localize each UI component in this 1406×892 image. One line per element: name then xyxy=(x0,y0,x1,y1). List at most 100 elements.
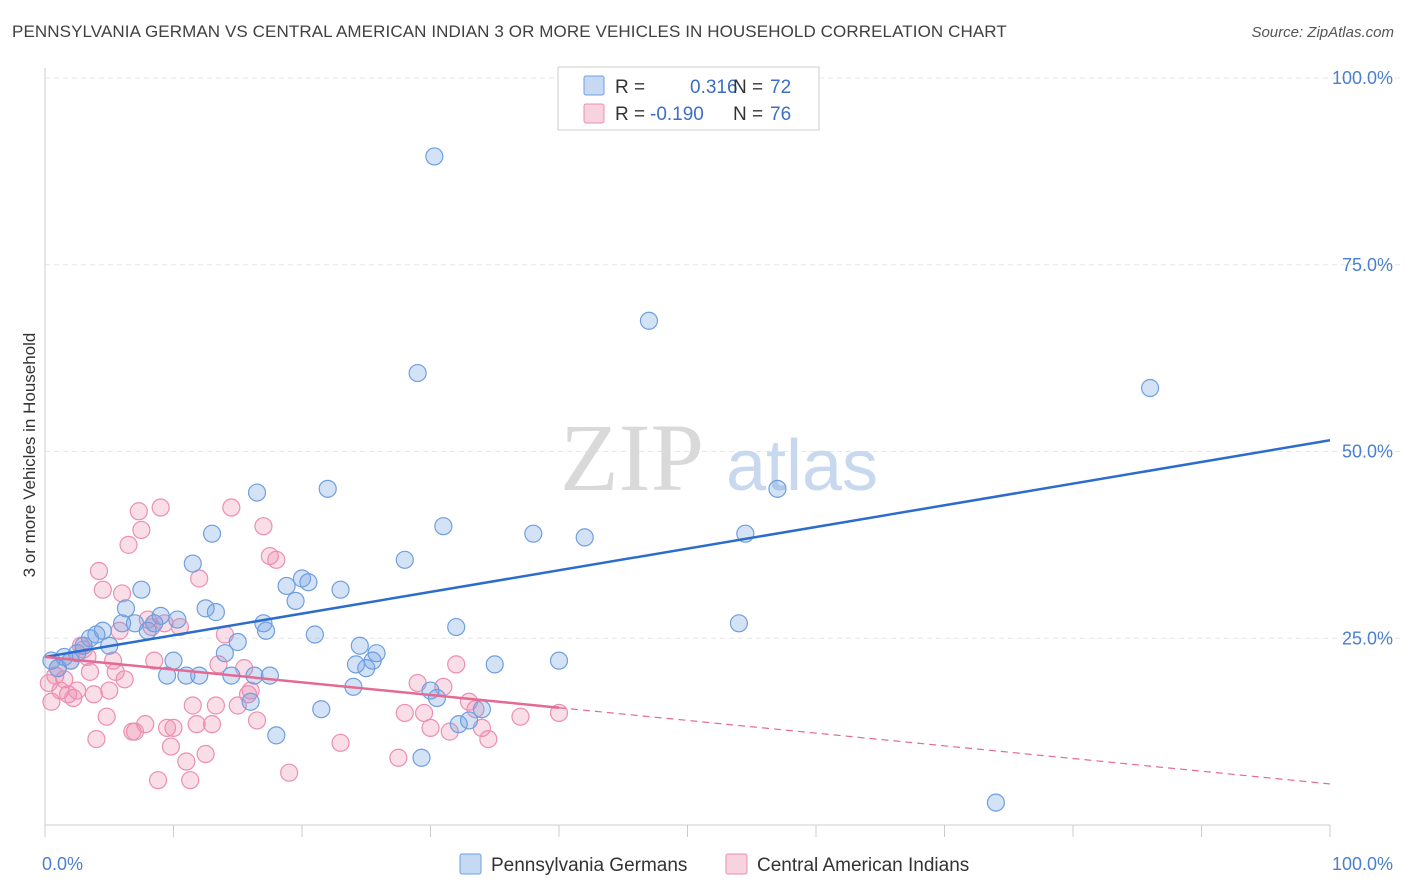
legend-swatch-blue xyxy=(583,75,605,96)
blue-point-43 xyxy=(331,580,350,599)
blue-point-55 xyxy=(427,688,447,708)
pink-point-42 xyxy=(181,771,200,790)
pink-point-63 xyxy=(395,703,414,723)
pink-point-46 xyxy=(196,744,215,764)
trend-line-0 xyxy=(44,439,1331,659)
pink-point-34 xyxy=(148,771,168,790)
blue-point-18 xyxy=(164,651,183,670)
pink-point-66 xyxy=(421,718,440,737)
blue-point-24 xyxy=(202,524,222,543)
pink-point-14 xyxy=(84,685,103,704)
blue-point-57 xyxy=(447,617,466,637)
pink-point-41 xyxy=(177,752,196,771)
pink-point-62 xyxy=(389,748,408,767)
legend-r-label-1: R = xyxy=(615,77,645,98)
legend-swatch-pink xyxy=(583,103,605,124)
blue-point-35 xyxy=(267,726,286,745)
blue-point-25 xyxy=(206,603,226,622)
y-tick-label-2: 75.0% xyxy=(1342,255,1393,275)
series-central-american-indians xyxy=(39,498,569,790)
series-legend-swatch-blue xyxy=(459,853,482,875)
pink-point-59 xyxy=(267,550,286,569)
pink-point-47 xyxy=(202,715,222,734)
legend-r-value-1: 0.316 xyxy=(690,77,738,98)
pink-point-74 xyxy=(511,707,530,726)
blue-point-59 xyxy=(459,711,479,730)
source-credit: Source: ZipAtlas.com xyxy=(1251,24,1394,41)
pink-point-35 xyxy=(151,498,170,517)
pink-point-56 xyxy=(247,711,267,730)
pink-point-23 xyxy=(112,584,132,603)
blue-point-58 xyxy=(449,715,468,734)
y-tick-label-3: 100.0% xyxy=(1332,68,1393,88)
blue-point-39 xyxy=(299,573,318,592)
blue-point-68 xyxy=(768,479,787,498)
blue-point-10 xyxy=(112,614,132,633)
blue-point-66 xyxy=(729,614,749,633)
y-tick-labels: 25.0% 50.0% 75.0% 100.0% xyxy=(1332,68,1393,648)
pink-point-73 xyxy=(479,729,498,749)
watermark: ZIP atlas xyxy=(560,404,878,511)
pink-point-44 xyxy=(187,715,206,734)
blue-point-62 xyxy=(524,524,543,543)
blue-point-50 xyxy=(395,550,414,569)
blue-point-65 xyxy=(639,311,659,330)
pink-point-16 xyxy=(89,561,109,581)
trend-line-1-solid xyxy=(44,655,560,709)
blue-point-63 xyxy=(549,651,569,670)
pink-point-28 xyxy=(129,502,148,521)
blue-point-70 xyxy=(986,793,1006,812)
pink-point-24 xyxy=(115,670,134,689)
blue-point-11 xyxy=(116,599,136,618)
blue-point-22 xyxy=(190,666,209,685)
blue-point-29 xyxy=(241,692,260,711)
blue-point-19 xyxy=(168,610,187,629)
correlation-legend: R = 0.316 N = 72 R = -0.190 N = 76 xyxy=(557,66,820,131)
blue-point-47 xyxy=(357,659,376,678)
pink-point-48 xyxy=(206,696,226,715)
legend-n-value-1: 72 xyxy=(770,77,791,98)
legend-r-value-2: -0.190 xyxy=(650,104,704,125)
blue-point-61 xyxy=(485,655,504,674)
blue-point-36 xyxy=(277,576,296,596)
gridlines xyxy=(45,77,1400,639)
series-pennsylvania-germans xyxy=(42,147,1160,812)
blue-point-69 xyxy=(1140,378,1160,398)
pink-point-17 xyxy=(93,580,112,599)
blue-point-13 xyxy=(132,580,151,599)
watermark-zip: ZIP xyxy=(560,404,704,511)
pink-point-27 xyxy=(125,722,145,741)
pink-point-38 xyxy=(161,737,181,756)
legend-n-value-2: 76 xyxy=(770,104,791,125)
blue-point-46 xyxy=(350,636,369,655)
blue-point-21 xyxy=(183,554,202,573)
pink-point-29 xyxy=(132,520,151,540)
pink-point-43 xyxy=(183,696,202,715)
pink-point-69 xyxy=(447,655,466,674)
pink-point-37 xyxy=(157,718,177,737)
blue-point-28 xyxy=(228,632,247,652)
trend-line-1-dashed xyxy=(558,707,1331,785)
blue-point-40 xyxy=(305,625,324,644)
pink-point-13 xyxy=(80,662,100,681)
watermark-atlas: atlas xyxy=(726,426,878,506)
blue-point-37 xyxy=(286,591,305,611)
y-tick-label-0: 25.0% xyxy=(1342,628,1393,648)
blue-point-54 xyxy=(425,147,444,166)
series-legend: Pennsylvania Germans Central American In… xyxy=(459,853,969,876)
chart-title: PENNSYLVANIA GERMAN VS CENTRAL AMERICAN … xyxy=(12,22,1007,41)
pink-point-5 xyxy=(55,670,74,689)
blue-point-64 xyxy=(575,528,594,547)
blue-point-31 xyxy=(247,483,267,502)
trend-lines xyxy=(44,439,1331,785)
pink-point-61 xyxy=(331,733,350,752)
blue-point-56 xyxy=(434,517,453,536)
y-tick-label-1: 50.0% xyxy=(1342,442,1393,462)
y-axis-label: 3 or more Vehicles in Household xyxy=(20,333,39,578)
blue-point-15 xyxy=(145,614,164,633)
series-legend-label-pink: Central American Indians xyxy=(757,855,969,876)
blue-point-51 xyxy=(408,363,427,383)
blue-point-42 xyxy=(318,479,337,498)
pink-point-60 xyxy=(280,763,299,782)
